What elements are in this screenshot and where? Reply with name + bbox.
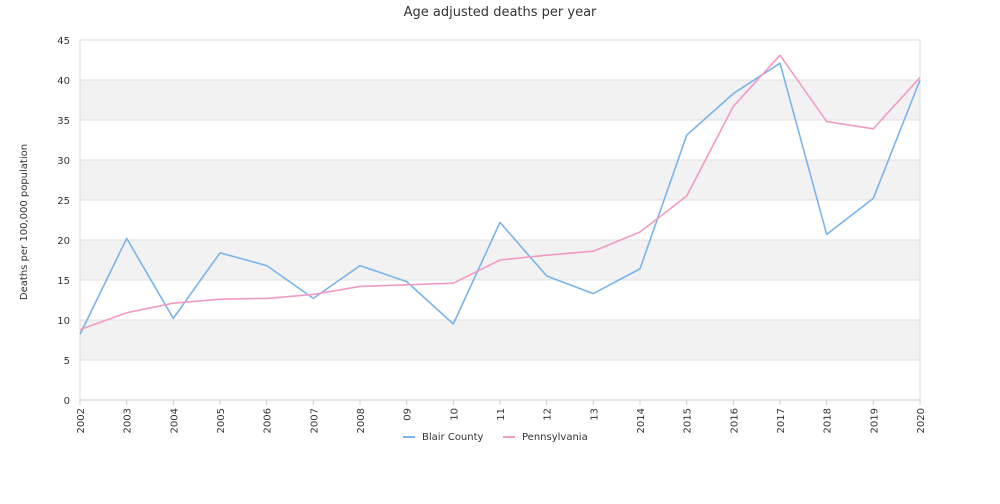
y-tick-label: 40 bbox=[57, 76, 70, 87]
x-tick-label: 2019 bbox=[869, 408, 880, 433]
x-tick-label: 2020 bbox=[916, 408, 927, 433]
y-tick-label: 10 bbox=[57, 316, 70, 327]
legend-item-blair-county[interactable]: Blair County bbox=[403, 432, 484, 443]
x-tick-label: 2014 bbox=[636, 408, 647, 433]
legend-label: Blair County bbox=[422, 432, 484, 443]
x-tick-label: 2005 bbox=[216, 408, 227, 433]
x-tick-label: 2018 bbox=[823, 408, 834, 433]
x-tick-label: 12 bbox=[543, 408, 554, 421]
x-tick-label: 2017 bbox=[776, 408, 787, 433]
x-tick-label: 2002 bbox=[76, 408, 87, 433]
y-axis-label: Deaths per 100,000 population bbox=[19, 144, 30, 300]
series-line-pennsylvania bbox=[79, 54, 921, 331]
series-lines bbox=[79, 54, 921, 335]
x-tick-label: 2004 bbox=[169, 408, 180, 433]
grid-band bbox=[80, 80, 920, 120]
x-tick-label: 11 bbox=[496, 408, 507, 421]
x-tick-label: 2008 bbox=[356, 408, 367, 433]
grid-bands bbox=[80, 80, 920, 360]
grid-band bbox=[80, 160, 920, 200]
chart-title: Age adjusted deaths per year bbox=[404, 5, 597, 20]
y-tick-label: 30 bbox=[57, 156, 70, 167]
y-tick-label: 15 bbox=[57, 276, 70, 287]
x-tick-label: 2016 bbox=[729, 408, 740, 433]
x-tick-label: 09 bbox=[403, 408, 414, 421]
y-tick-label: 45 bbox=[57, 36, 70, 47]
series-line-blair-county bbox=[79, 62, 921, 335]
grid-band bbox=[80, 320, 920, 360]
y-tick-label: 5 bbox=[64, 356, 70, 367]
x-tick-label: 2007 bbox=[309, 408, 320, 433]
y-tick-label: 20 bbox=[57, 236, 70, 247]
x-tick-label: 2006 bbox=[263, 408, 274, 433]
x-tick-labels: 2002 2003 2004 2005 2006 2007 2008 09 10 11 12 13 20… bbox=[76, 400, 927, 433]
x-tick-label: 10 bbox=[449, 408, 460, 421]
legend: Blair County Pennsylvania bbox=[403, 432, 588, 443]
x-tick-label: 13 bbox=[589, 408, 600, 421]
x-tick-label: 2015 bbox=[683, 408, 694, 433]
y-tick-label: 35 bbox=[57, 116, 70, 127]
legend-label: Pennsylvania bbox=[522, 432, 588, 443]
grid-lines bbox=[80, 39, 920, 401]
x-tick-label: 2003 bbox=[123, 408, 134, 433]
legend-item-pennsylvania[interactable]: Pennsylvania bbox=[503, 432, 588, 443]
y-tick-label: 25 bbox=[57, 196, 70, 207]
y-tick-label: 0 bbox=[64, 396, 70, 407]
y-tick-labels: 0 5 10 15 20 25 30 35 40 45 bbox=[57, 36, 70, 407]
